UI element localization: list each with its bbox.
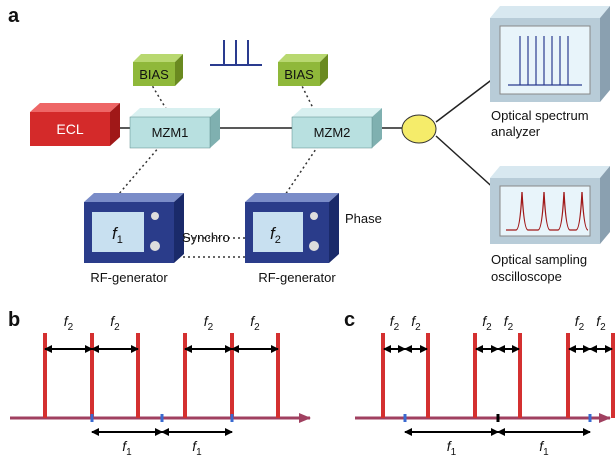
- rf-generator-part: [309, 241, 319, 251]
- bias-box: BIAS: [278, 54, 328, 86]
- frequency-label: f2: [110, 313, 120, 333]
- frequency-label: f1: [192, 438, 202, 456]
- instrument-label: Optical sampling: [491, 252, 587, 267]
- dotted-links-part: [150, 82, 168, 112]
- rf-generator-part: [329, 193, 339, 263]
- rf-generator-part: [151, 212, 159, 220]
- panel-a: a ECL BIAS BIAS MZM1 MZM2: [8, 5, 610, 285]
- frequency-label: f2: [250, 313, 260, 333]
- panel-b: b f2 f2 f2 f2 f1 f1: [8, 309, 310, 456]
- frequency-label: f2: [204, 313, 214, 333]
- modulator-label: MZM1: [152, 125, 189, 140]
- frequency-label: f2: [482, 313, 492, 333]
- instrument-label: Optical spectrum: [491, 108, 589, 123]
- mzm-box: MZM2: [292, 108, 382, 148]
- subscript: 1: [451, 447, 457, 456]
- modulator-label: MZM2: [314, 125, 351, 140]
- subscript: 2: [68, 322, 74, 333]
- panel-label: a: [8, 5, 20, 27]
- dotted-links-part: [300, 82, 315, 112]
- frequency-label: f2: [596, 313, 606, 333]
- frequency-label-part: 1: [117, 234, 123, 246]
- instrument-label: oscilloscope: [491, 269, 562, 284]
- laser-label: ECL: [56, 121, 83, 137]
- rf-generator-part: [92, 212, 144, 252]
- subscript: 2: [600, 322, 606, 333]
- subscript: 2: [254, 322, 260, 333]
- dotted-links-part: [285, 146, 318, 195]
- spectrum-analyzer: Optical spectrum analyzer: [490, 6, 610, 139]
- bias-label: BIAS: [139, 67, 169, 82]
- rf-generator-part: [174, 193, 184, 263]
- frequency-label-part: 2: [275, 234, 281, 246]
- bias-label: BIAS: [284, 67, 314, 82]
- connections-part: [436, 75, 498, 122]
- rf-generator: f1 RF-generator: [84, 193, 184, 285]
- synchro-label: Synchro: [182, 230, 230, 245]
- ecl-box-part: [30, 103, 120, 112]
- panel-c: c f2 f2 f2 f2 f2 f2 f1 f1: [344, 309, 613, 456]
- sampling-oscilloscope-part: [600, 166, 610, 244]
- dotted-links-part: [118, 146, 160, 195]
- sampling-oscilloscope-part: [490, 166, 610, 178]
- frequency-label: f2: [390, 313, 400, 333]
- phase-label: Phase: [345, 211, 382, 226]
- subscript: 1: [126, 447, 132, 456]
- frequency-label: f1: [447, 438, 457, 456]
- frequency-label: f2: [64, 313, 74, 333]
- subscript: 2: [486, 322, 492, 333]
- panel-label: b: [8, 309, 20, 331]
- connections-part: [436, 136, 498, 192]
- rf-generator-part: [253, 212, 303, 252]
- generator-label: RF-generator: [90, 270, 168, 285]
- subscript: 2: [415, 322, 421, 333]
- subscript: 2: [394, 322, 400, 333]
- panel-label: c: [344, 309, 355, 331]
- frequency-label: f1: [539, 438, 549, 456]
- frequency-label: f2: [504, 313, 514, 333]
- spectrum-analyzer-part: [500, 26, 590, 94]
- frequency-label: f1: [122, 438, 132, 456]
- bias-box: BIAS: [133, 54, 183, 86]
- frequency-label: f2: [575, 313, 585, 333]
- rf-generator-part: [310, 212, 318, 220]
- subscript: 1: [196, 447, 202, 456]
- bias-box-part: [278, 54, 328, 62]
- spectrum-analyzer-part: [600, 6, 610, 102]
- rf-generator-part: [245, 193, 339, 202]
- coupler: [402, 115, 436, 143]
- frequency-label: f2: [411, 313, 421, 333]
- subscript: 1: [543, 447, 549, 456]
- subscript: 2: [579, 322, 585, 333]
- mzm-box: MZM1: [130, 108, 220, 148]
- rf-generator-part: [84, 193, 184, 202]
- instrument-label: analyzer: [491, 124, 541, 139]
- rf-generator: f2 RF-generator: [245, 193, 339, 285]
- ecl-box: ECL: [30, 103, 120, 146]
- sampling-oscilloscope: Optical sampling oscilloscope: [490, 166, 610, 284]
- generator-label: RF-generator: [258, 270, 336, 285]
- mzm-box-part: [130, 108, 220, 117]
- subscript: 2: [508, 322, 514, 333]
- mzm-box-part: [292, 108, 382, 117]
- rf-generator-part: [150, 241, 160, 251]
- figure: a ECL BIAS BIAS MZM1 MZM2: [0, 0, 616, 456]
- subscript: 2: [114, 322, 120, 333]
- bias-box-part: [133, 54, 183, 62]
- subscript: 2: [208, 322, 214, 333]
- spectrum-analyzer-part: [490, 6, 610, 18]
- spectrum-icon: [210, 40, 262, 65]
